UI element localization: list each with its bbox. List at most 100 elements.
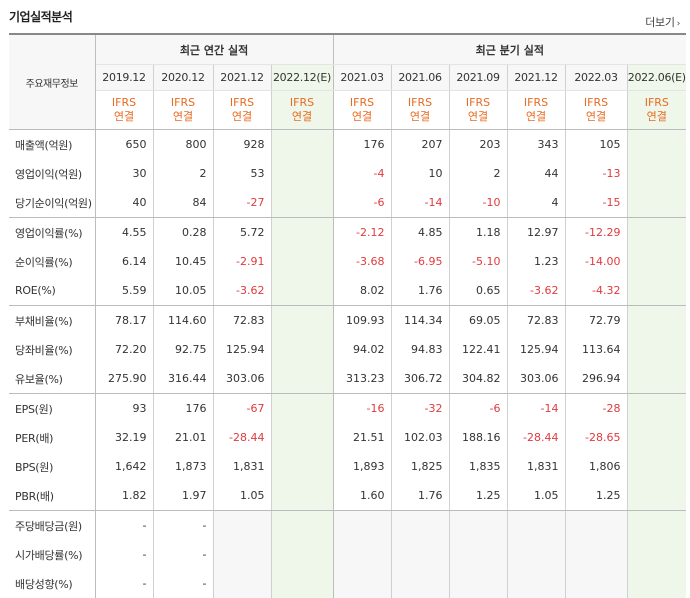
- row-label-header: 주요재무정보: [9, 34, 96, 130]
- ifrs-basis-header: IFRS 연결: [391, 90, 450, 130]
- table-cell: 4.85: [391, 217, 450, 247]
- more-link[interactable]: 더보기 ›: [645, 14, 680, 30]
- table-row: 시가배당률(%) - -: [9, 540, 687, 569]
- table-cell: 1,825: [391, 452, 450, 481]
- table-cell: -32: [391, 393, 450, 423]
- table-cell: [213, 540, 272, 569]
- table-cell: 4.55: [95, 217, 154, 247]
- table-cell: 2: [449, 159, 508, 188]
- table-row: EPS(원) 93 176 -67 -16 -32 -6 -14 -28: [9, 393, 687, 423]
- table-cell: 21.51: [333, 423, 392, 452]
- table-cell: [271, 423, 334, 452]
- table-row: ROE(%) 5.59 10.05 -3.62 8.02 1.76 0.65 -3.62 -4.…: [9, 276, 687, 306]
- row-label: 영업이익(억원): [9, 159, 96, 188]
- table-row: 부채비율(%) 78.17 114.60 72.83 109.93 114.34 69.05…: [9, 305, 687, 335]
- table-cell: -13: [565, 159, 628, 188]
- table-cell: 5.72: [213, 217, 272, 247]
- table-row: 당좌비율(%) 72.20 92.75 125.94 94.02 94.83 122.41 1…: [9, 335, 687, 364]
- table-cell: 30: [95, 159, 154, 188]
- section-title: 기업실적분석: [9, 10, 73, 24]
- chevron-right-icon: ›: [676, 19, 681, 29]
- table-cell: [507, 510, 566, 540]
- table-cell: 650: [95, 129, 154, 159]
- table-cell: [627, 217, 687, 247]
- row-label: ROE(%): [9, 276, 96, 306]
- consolidated-label: 연결: [525, 110, 547, 123]
- table-cell: [271, 129, 334, 159]
- period-header: 2022.03: [565, 64, 628, 91]
- table-cell: [507, 569, 566, 598]
- consolidated-label: 연결: [113, 110, 135, 123]
- period-header: 2021.12: [213, 64, 272, 91]
- ifrs-label: IFRS: [111, 96, 137, 109]
- row-label: 순이익률(%): [9, 247, 96, 276]
- table-cell: [213, 569, 272, 598]
- table-cell: 114.34: [391, 305, 450, 335]
- table-cell: 8.02: [333, 276, 392, 306]
- table-cell: -6.95: [391, 247, 450, 276]
- table-cell: 125.94: [507, 335, 566, 364]
- table-cell: 275.90: [95, 364, 154, 394]
- row-label: 부채비율(%): [9, 305, 96, 335]
- period-header: 2022.12(E): [271, 64, 334, 91]
- table-cell: -67: [213, 393, 272, 423]
- table-cell: [333, 540, 392, 569]
- table-cell: 113.64: [565, 335, 628, 364]
- table-cell: 1.97: [153, 481, 214, 511]
- table-cell: [271, 540, 334, 569]
- table-cell: 313.23: [333, 364, 392, 394]
- table-cell: [271, 276, 334, 306]
- more-link-label[interactable]: 더보기: [645, 16, 675, 29]
- table-cell: [333, 569, 392, 598]
- consolidated-label: 연결: [467, 110, 489, 123]
- row-label: 영업이익률(%): [9, 217, 96, 247]
- ifrs-basis-header: IFRS 연결: [627, 90, 687, 130]
- table-cell: [627, 335, 687, 364]
- table-cell: -16: [333, 393, 392, 423]
- financial-table: 주요재무정보 최근 연간 실적 최근 분기 실적 2019.12 2020.12 2…: [9, 33, 686, 598]
- table-cell: -28.44: [507, 423, 566, 452]
- table-cell: 93: [95, 393, 154, 423]
- table-cell: 2: [153, 159, 214, 188]
- ifrs-basis-header: IFRS 연결: [507, 90, 566, 130]
- table-cell: [391, 569, 450, 598]
- table-row: 순이익률(%) 6.14 10.45 -2.91 -3.68 -6.95 -5.10 1.23…: [9, 247, 687, 276]
- table-cell: -3.68: [333, 247, 392, 276]
- row-label: 당기순이익(억원): [9, 188, 96, 218]
- table-cell: 1,831: [213, 452, 272, 481]
- table-cell: 69.05: [449, 305, 508, 335]
- table-cell: [271, 335, 334, 364]
- ifrs-label: IFRS: [583, 96, 609, 109]
- table-cell: 10: [391, 159, 450, 188]
- ifrs-label: IFRS: [349, 96, 375, 109]
- table-cell: -3.62: [507, 276, 566, 306]
- table-row: BPS(원) 1,642 1,873 1,831 1,893 1,825 1,835 1,83…: [9, 452, 687, 481]
- table-cell: -28: [565, 393, 628, 423]
- table-cell: [271, 305, 334, 335]
- table-cell: 296.94: [565, 364, 628, 394]
- consolidated-label: 연결: [646, 110, 667, 123]
- table-row: 유보율(%) 275.90 316.44 303.06 313.23 306.72 304.…: [9, 364, 687, 394]
- table-cell: -: [95, 510, 154, 540]
- ifrs-label: IFRS: [644, 96, 669, 109]
- table-row: 당기순이익(억원) 40 84 -27 -6 -14 -10 4 -15: [9, 188, 687, 218]
- table-cell: 4: [507, 188, 566, 218]
- table-cell: [627, 364, 687, 394]
- table-cell: [271, 393, 334, 423]
- table-cell: [271, 217, 334, 247]
- table-row: 배당성향(%) - -: [9, 569, 687, 598]
- table-cell: 44: [507, 159, 566, 188]
- row-label: EPS(원): [9, 393, 96, 423]
- table-cell: 1,873: [153, 452, 214, 481]
- ifrs-label: IFRS: [229, 96, 255, 109]
- table-cell: 94.02: [333, 335, 392, 364]
- table-cell: 0.65: [449, 276, 508, 306]
- table-cell: -4.32: [565, 276, 628, 306]
- period-header: 2021.06: [391, 64, 450, 91]
- table-cell: -5.10: [449, 247, 508, 276]
- table-cell: [449, 540, 508, 569]
- table-cell: 1.60: [333, 481, 392, 511]
- table-cell: [627, 305, 687, 335]
- ifrs-label: IFRS: [407, 96, 433, 109]
- consolidated-label: 연결: [172, 110, 194, 123]
